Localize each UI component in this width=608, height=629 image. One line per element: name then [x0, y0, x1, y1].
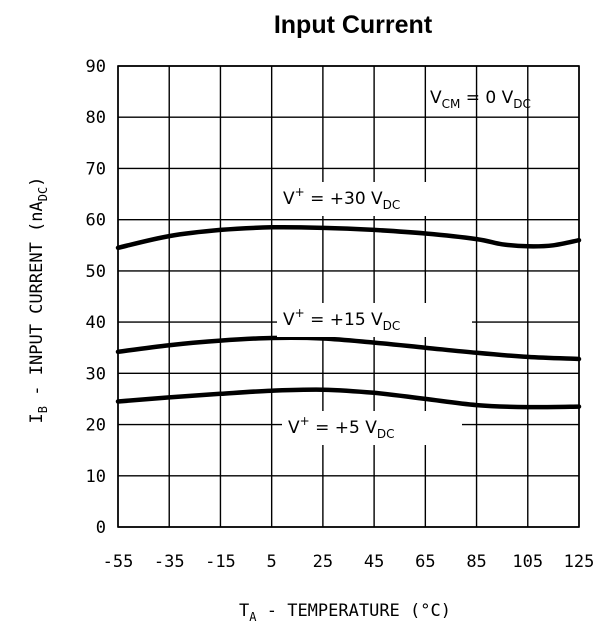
series-lines [115, 224, 582, 410]
x-tick-label-0: -55 [103, 552, 134, 572]
series-line-0 [115, 224, 582, 251]
grid [117, 65, 580, 528]
chart-title: Input Current [274, 11, 433, 39]
x-tick-label-1: -35 [154, 552, 185, 572]
series-label-bg-0 [277, 182, 467, 216]
y-tick-label-1: 10 [86, 467, 106, 487]
x-tick-labels: -55 -35 -15 5 25 45 65 85 105 125 [103, 552, 595, 572]
y-tick-label-4: 40 [86, 313, 106, 333]
y-tick-label-9: 90 [86, 57, 106, 77]
y-tick-label-3: 30 [86, 364, 106, 384]
y-tick-label-2: 20 [86, 416, 106, 436]
y-tick-label-6: 60 [86, 211, 106, 231]
y-tick-label-5: 50 [86, 262, 106, 282]
series-line-2 [115, 387, 582, 410]
series-label-1: V+ = +15 VDC [283, 306, 400, 333]
y-tick-label-8: 80 [86, 108, 106, 128]
x-tick-label-9: 125 [564, 552, 595, 572]
x-tick-label-3: 5 [267, 552, 277, 572]
y-tick-label-0: 0 [96, 518, 106, 538]
y-tick-labels: 0 10 20 30 40 50 60 70 80 90 [86, 57, 106, 538]
series-label-bg-2 [282, 411, 462, 445]
series-label-bg-1 [277, 303, 472, 337]
x-tick-label-4: 25 [313, 552, 333, 572]
series-labels: V+ = +30 VDC V+ = +15 VDC V+ = +5 VDC [277, 182, 472, 445]
y-tick-label-7: 70 [86, 159, 106, 179]
plot-frame [117, 65, 580, 528]
series-label-2: V+ = +5 VDC [288, 414, 394, 441]
x-tick-label-6: 65 [415, 552, 435, 572]
x-tick-label-5: 45 [364, 552, 384, 572]
y-axis-label: IB - INPUT CURRENT (nADC) [27, 177, 50, 424]
x-tick-label-7: 85 [466, 552, 486, 572]
series-line-1 [115, 335, 582, 362]
x-tick-label-2: -15 [205, 552, 236, 572]
vcm-annotation: VCM = 0 VDC [430, 88, 531, 111]
x-tick-label-8: 105 [512, 552, 543, 572]
x-axis-label: TA - TEMPERATURE (°C) [239, 601, 451, 624]
series-label-0: V+ = +30 VDC [283, 185, 400, 212]
